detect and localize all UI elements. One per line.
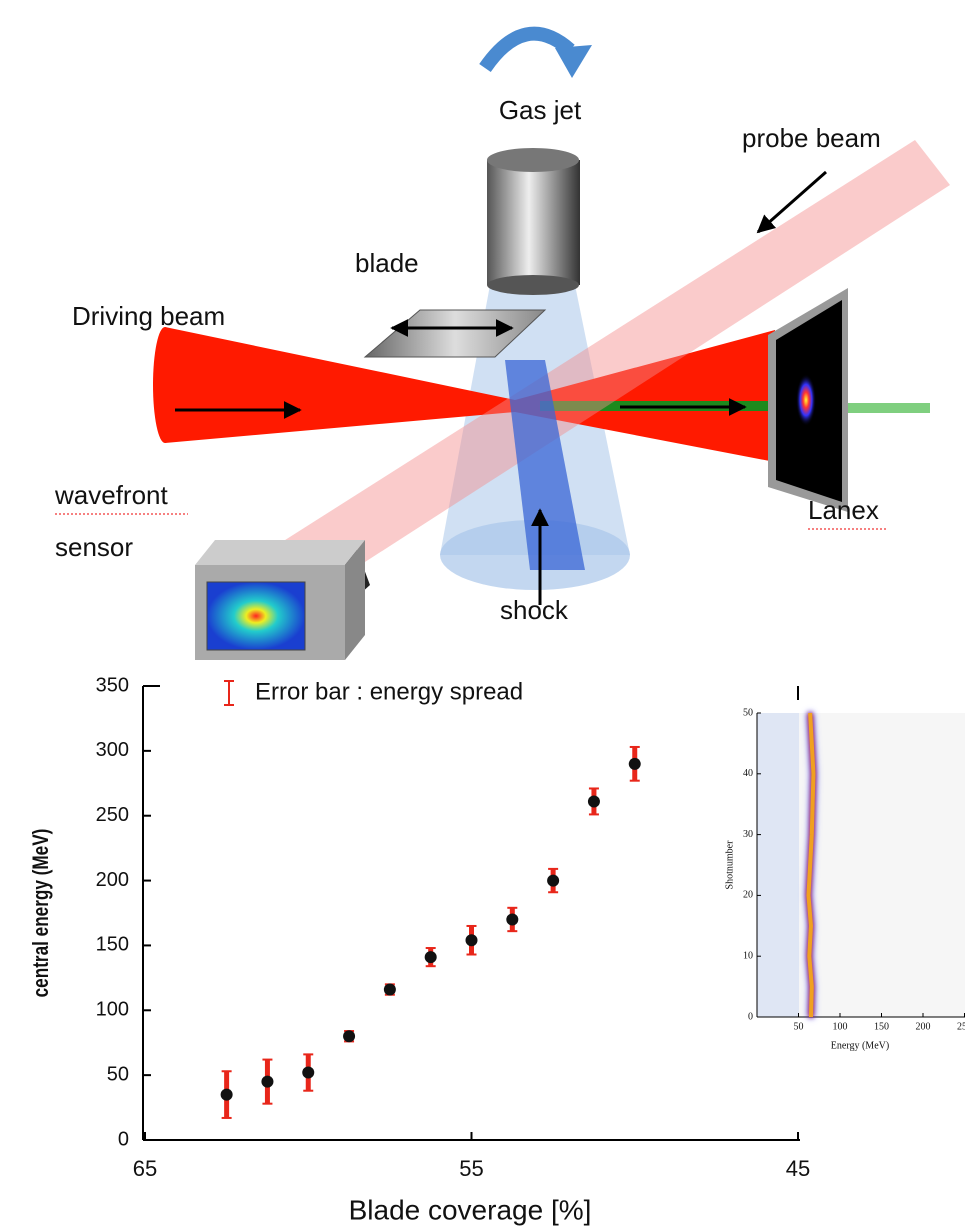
y-tick-label: 50 [107,1063,129,1085]
inset-chart: Energy (MeV) Shotnumber 0 10 20 30 40 50 50 100… [720,703,965,1060]
point [547,875,559,887]
point [629,758,641,770]
main-chart: Error bar : energy spread Blade coverage… [29,674,810,1225]
x-tick-label: 200 [916,1021,931,1032]
y-tick-label: 0 [748,1011,753,1022]
x-tick-label: 50 [794,1021,804,1032]
rotation-arrow-head [555,45,592,78]
annotation: Error bar : energy spread [255,678,523,705]
y-tick-label: 200 [96,869,129,891]
x-tick-label: 250 [957,1021,965,1032]
inset-background [757,713,799,1017]
point [302,1067,314,1079]
x-tick-label: 55 [459,1156,483,1181]
y-tick-label: 10 [743,950,753,961]
x-tick-label: 65 [133,1156,157,1181]
label: probe beam [742,123,881,153]
y-axis-title: central energy (MeV) [29,829,54,998]
electron-beam-exit [845,403,930,413]
point [425,951,437,963]
inset-y-title: Shotnumber [724,840,735,890]
y-tick-label: 100 [96,999,129,1021]
x-tick-label: 150 [874,1021,889,1032]
label: wavefront [54,480,168,510]
y-tick-label: 30 [743,829,753,840]
camera-screen [207,582,305,650]
x-axis-title: Blade coverage [%] [349,1194,592,1225]
point [261,1076,273,1088]
diagram: Gas jet probe beam blade Driving beam wa… [54,34,950,660]
nozzle [487,160,580,285]
y-tick-label: 50 [743,707,753,718]
label: Gas jet [499,95,582,125]
figure: Gas jet probe beam blade Driving beam wa… [0,0,965,1232]
point [221,1089,233,1101]
y-tick-label: 150 [96,934,129,956]
nozzle-top [487,148,579,172]
point [588,795,600,807]
x-tick-label: 100 [833,1021,848,1032]
x-tick-label: 45 [786,1156,810,1181]
y-tick-label: 250 [96,804,129,826]
label: shock [500,595,569,625]
y-tick-label: 0 [118,1128,129,1150]
label: Driving beam [72,301,225,331]
label: Lanex [808,495,879,525]
point [506,913,518,925]
inset-x-title: Energy (MeV) [831,1040,889,1051]
lanex-spot [796,374,816,426]
point [384,984,396,996]
point [466,934,478,946]
label: sensor [55,532,133,562]
label: blade [355,248,419,278]
y-tick-label: 300 [96,739,129,761]
nozzle-bottom [487,275,579,295]
y-tick-label: 40 [743,768,753,779]
camera-top [195,540,365,565]
driving-beam-end [153,327,177,443]
point [343,1030,355,1042]
y-tick-label: 20 [743,890,753,901]
y-tick-label: 350 [96,674,129,696]
